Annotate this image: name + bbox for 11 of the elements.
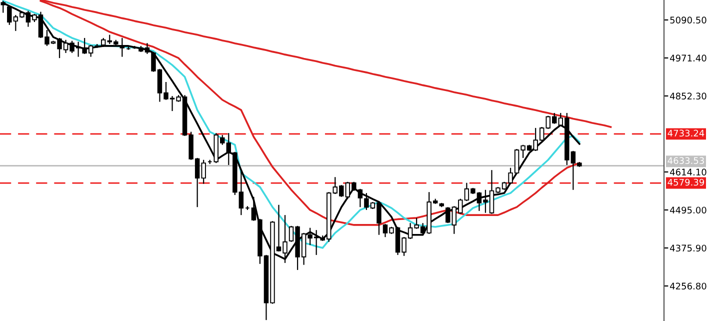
y-tick-label: 4495.00 (670, 206, 706, 214)
y-tick-label: 4852.30 (670, 92, 706, 100)
ref-line-label: 4733.24 (668, 130, 704, 137)
y-tick-label: 4256.80 (670, 282, 706, 290)
y-tick-label: 4375.90 (670, 244, 706, 252)
candlestick (120, 37, 125, 58)
y-tick-label: 5090.50 (670, 16, 706, 24)
ref-line-label: 4579.39 (668, 178, 704, 186)
ref-line-label: 4633.53 (668, 157, 704, 164)
y-tick-label: 4614.10 (670, 168, 706, 176)
y-tick-label: 4971.40 (670, 54, 706, 62)
